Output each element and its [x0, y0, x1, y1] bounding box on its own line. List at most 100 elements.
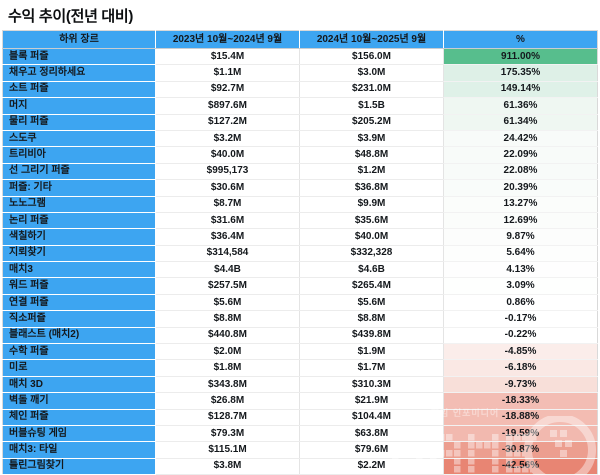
- table-row: 트리비아 $40.0M $48.8M 22.09%: [2, 146, 598, 164]
- period1-value-cell: $897.6M: [155, 97, 300, 115]
- period1-value-cell: $314,584: [155, 245, 300, 263]
- genre-cell: 버블슈팅 게임: [2, 425, 156, 443]
- genre-cell: 벽돌 깨기: [2, 392, 156, 410]
- period1-value-cell: $79.3M: [155, 425, 300, 443]
- table-row: 직소퍼즐 $8.8M $8.8M -0.17%: [2, 310, 598, 328]
- period1-value-cell: $30.6M: [155, 179, 300, 197]
- percent-value-cell: 22.08%: [443, 163, 598, 181]
- percent-value-cell: 20.39%: [443, 179, 598, 197]
- period1-value-cell: $3.2M: [155, 130, 300, 148]
- period1-value-cell: $2.0M: [155, 343, 300, 361]
- page-title: 수익 추이(전년 대비): [8, 8, 134, 25]
- col-header-period2: 2024년 10월~2025년 9월: [299, 30, 444, 49]
- table-row: 채우고 정리하세요 $1.1M $3.0M 175.35%: [2, 64, 598, 82]
- period2-value-cell: $36.8M: [299, 179, 444, 197]
- table-row: 지뢰찾기 $314,584 $332,328 5.64%: [2, 245, 598, 263]
- table-row: 소트 퍼즐 $92.7M $231.0M 149.14%: [2, 81, 598, 99]
- genre-cell: 논리 퍼즐: [2, 212, 156, 230]
- percent-value-cell: 9.87%: [443, 228, 598, 246]
- percent-value-cell: -0.17%: [443, 310, 598, 328]
- percent-value-cell: 911.00%: [443, 48, 598, 66]
- period2-value-cell: $3.9M: [299, 130, 444, 148]
- percent-value-cell: -18.88%: [443, 409, 598, 426]
- period1-value-cell: $3.8M: [155, 458, 300, 475]
- period1-value-cell: $92.7M: [155, 81, 300, 99]
- genre-cell: 채우고 정리하세요: [2, 64, 156, 82]
- period2-value-cell: $3.0M: [299, 64, 444, 82]
- table-row: 미로 $1.8M $1.7M -6.18%: [2, 359, 598, 377]
- genre-cell: 물리 퍼즐: [2, 114, 156, 131]
- header-row: 하위 장르 2023년 10월~2024년 9월 2024년 10월~2025년…: [2, 30, 598, 49]
- genre-cell: 블래스트 (매치2): [2, 327, 156, 345]
- percent-value-cell: 4.13%: [443, 261, 598, 279]
- period2-value-cell: $35.6M: [299, 212, 444, 230]
- table-row: 체인 퍼즐 $128.7M $104.4M -18.88%: [2, 409, 598, 426]
- period1-value-cell: $26.8M: [155, 392, 300, 410]
- table-header: 하위 장르 2023년 10월~2024년 9월 2024년 10월~2025년…: [2, 30, 598, 49]
- table-row: 물리 퍼즐 $127.2M $205.2M 61.34%: [2, 114, 598, 131]
- genre-cell: 머지: [2, 97, 156, 115]
- table-row: 워드 퍼즐 $257.5M $265.4M 3.09%: [2, 277, 598, 295]
- percent-value-cell: -4.85%: [443, 343, 598, 361]
- percent-value-cell: -30.87%: [443, 441, 598, 459]
- percent-value-cell: 61.34%: [443, 114, 598, 131]
- table-row: 틀린그림찾기 $3.8M $2.2M -42.56%: [2, 458, 598, 475]
- period1-value-cell: $257.5M: [155, 277, 300, 295]
- period2-value-cell: $205.2M: [299, 114, 444, 131]
- genre-cell: 블록 퍼즐: [2, 48, 156, 66]
- percent-value-cell: -9.73%: [443, 376, 598, 394]
- table-row: 선 그리기 퍼즐 $995,173 $1.2M 22.08%: [2, 163, 598, 181]
- period1-value-cell: $36.4M: [155, 228, 300, 246]
- table-row: 논리 퍼즐 $31.6M $35.6M 12.69%: [2, 212, 598, 230]
- genre-cell: 직소퍼즐: [2, 310, 156, 328]
- percent-value-cell: 149.14%: [443, 81, 598, 99]
- genre-cell: 지뢰찾기: [2, 245, 156, 263]
- genre-cell: 수학 퍼즐: [2, 343, 156, 361]
- period1-value-cell: $1.8M: [155, 359, 300, 377]
- percent-value-cell: 13.27%: [443, 196, 598, 213]
- table-row: 연결 퍼즐 $5.6M $5.6M 0.86%: [2, 294, 598, 312]
- period2-value-cell: $4.6B: [299, 261, 444, 279]
- genre-cell: 매치 3D: [2, 376, 156, 394]
- genre-cell: 매치3: 타일: [2, 441, 156, 459]
- period1-value-cell: $31.6M: [155, 212, 300, 230]
- percent-value-cell: 22.09%: [443, 146, 598, 164]
- period2-value-cell: $156.0M: [299, 48, 444, 66]
- percent-value-cell: 3.09%: [443, 277, 598, 295]
- percent-value-cell: -18.33%: [443, 392, 598, 410]
- period1-value-cell: $115.1M: [155, 441, 300, 459]
- genre-cell: 노노그램: [2, 196, 156, 213]
- percent-value-cell: -6.18%: [443, 359, 598, 377]
- period1-value-cell: $343.8M: [155, 376, 300, 394]
- period1-value-cell: $40.0M: [155, 146, 300, 164]
- table-row: 색칠하기 $36.4M $40.0M 9.87%: [2, 228, 598, 246]
- period2-value-cell: $1.5B: [299, 97, 444, 115]
- table-row: 매치3: 타일 $115.1M $79.6M -30.87%: [2, 441, 598, 459]
- genre-cell: 미로: [2, 359, 156, 377]
- period1-value-cell: $127.2M: [155, 114, 300, 131]
- period2-value-cell: $8.8M: [299, 310, 444, 328]
- period2-value-cell: $231.0M: [299, 81, 444, 99]
- period1-value-cell: $440.8M: [155, 327, 300, 345]
- table-row: 수학 퍼즐 $2.0M $1.9M -4.85%: [2, 343, 598, 361]
- period2-value-cell: $79.6M: [299, 441, 444, 459]
- genre-cell: 연결 퍼즐: [2, 294, 156, 312]
- genre-cell: 트리비아: [2, 146, 156, 164]
- table-row: 벽돌 깨기 $26.8M $21.9M -18.33%: [2, 392, 598, 410]
- percent-value-cell: -0.22%: [443, 327, 598, 345]
- period2-value-cell: $310.3M: [299, 376, 444, 394]
- percent-value-cell: 175.35%: [443, 64, 598, 82]
- table-row: 블록 퍼즐 $15.4M $156.0M 911.00%: [2, 48, 598, 66]
- genre-cell: 소트 퍼즐: [2, 81, 156, 99]
- table-row: 스도쿠 $3.2M $3.9M 24.42%: [2, 130, 598, 148]
- period2-value-cell: $104.4M: [299, 409, 444, 426]
- revenue-table: 하위 장르 2023년 10월~2024년 9월 2024년 10월~2025년…: [2, 30, 598, 475]
- table-row: 버블슈팅 게임 $79.3M $63.8M -19.59%: [2, 425, 598, 443]
- genre-cell: 체인 퍼즐: [2, 409, 156, 426]
- col-header-period1: 2023년 10월~2024년 9월: [155, 30, 300, 49]
- percent-value-cell: 61.36%: [443, 97, 598, 115]
- col-header-subgenre: 하위 장르: [2, 30, 156, 49]
- genre-cell: 스도쿠: [2, 130, 156, 148]
- table-row: 머지 $897.6M $1.5B 61.36%: [2, 97, 598, 115]
- period1-value-cell: $15.4M: [155, 48, 300, 66]
